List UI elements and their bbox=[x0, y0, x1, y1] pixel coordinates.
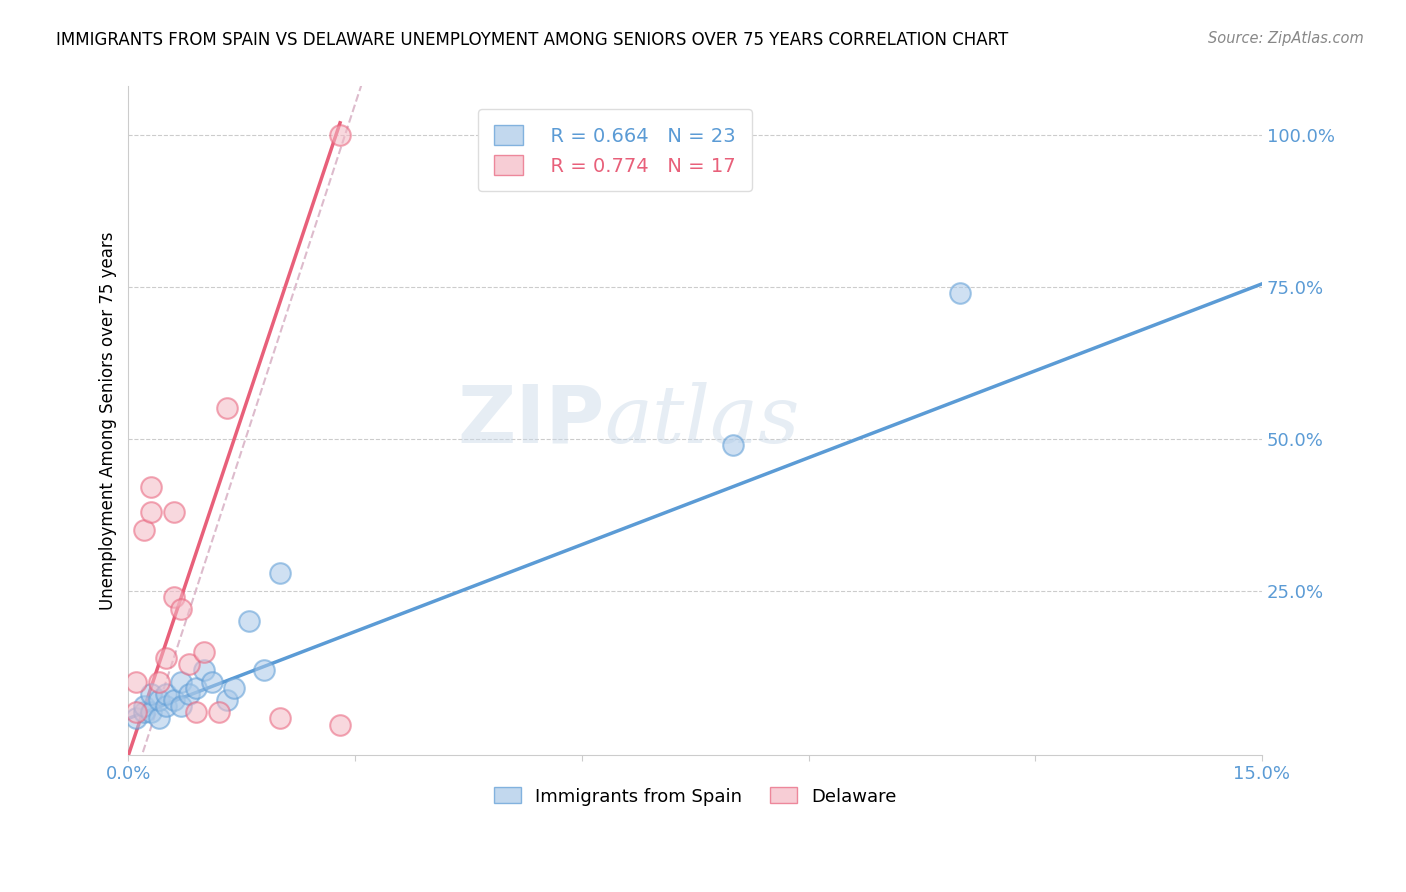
Point bbox=[215, 401, 238, 416]
Point bbox=[148, 711, 170, 725]
Point bbox=[125, 706, 148, 720]
Point bbox=[132, 523, 155, 537]
Point bbox=[186, 706, 208, 720]
Point bbox=[329, 717, 352, 731]
Point bbox=[238, 614, 260, 628]
Point bbox=[224, 681, 246, 695]
Point bbox=[329, 128, 352, 142]
Point bbox=[253, 663, 276, 677]
Point bbox=[148, 693, 170, 707]
Point bbox=[721, 438, 744, 452]
Y-axis label: Unemployment Among Seniors over 75 years: Unemployment Among Seniors over 75 years bbox=[100, 231, 117, 610]
Point bbox=[163, 590, 186, 604]
Point bbox=[132, 699, 155, 714]
Point bbox=[208, 706, 231, 720]
Point bbox=[155, 650, 177, 665]
Text: IMMIGRANTS FROM SPAIN VS DELAWARE UNEMPLOYMENT AMONG SENIORS OVER 75 YEARS CORRE: IMMIGRANTS FROM SPAIN VS DELAWARE UNEMPL… bbox=[56, 31, 1008, 49]
Point bbox=[170, 699, 193, 714]
Point bbox=[177, 657, 200, 671]
Point bbox=[949, 285, 972, 300]
Legend: Immigrants from Spain, Delaware: Immigrants from Spain, Delaware bbox=[486, 780, 904, 813]
Point bbox=[177, 687, 200, 701]
Point bbox=[155, 687, 177, 701]
Point bbox=[139, 481, 162, 495]
Point bbox=[125, 675, 148, 690]
Point bbox=[269, 566, 291, 580]
Point bbox=[215, 693, 238, 707]
Point bbox=[193, 644, 215, 658]
Point bbox=[163, 505, 186, 519]
Point bbox=[132, 706, 155, 720]
Point bbox=[139, 706, 162, 720]
Point bbox=[269, 711, 291, 725]
Point bbox=[170, 675, 193, 690]
Text: ZIP: ZIP bbox=[457, 382, 605, 459]
Point bbox=[163, 693, 186, 707]
Point bbox=[200, 675, 222, 690]
Point bbox=[139, 687, 162, 701]
Point bbox=[193, 663, 215, 677]
Point bbox=[155, 699, 177, 714]
Text: atlas: atlas bbox=[605, 382, 800, 459]
Point bbox=[170, 602, 193, 616]
Text: Source: ZipAtlas.com: Source: ZipAtlas.com bbox=[1208, 31, 1364, 46]
Point bbox=[125, 711, 148, 725]
Point bbox=[186, 681, 208, 695]
Point bbox=[148, 675, 170, 690]
Point bbox=[139, 505, 162, 519]
